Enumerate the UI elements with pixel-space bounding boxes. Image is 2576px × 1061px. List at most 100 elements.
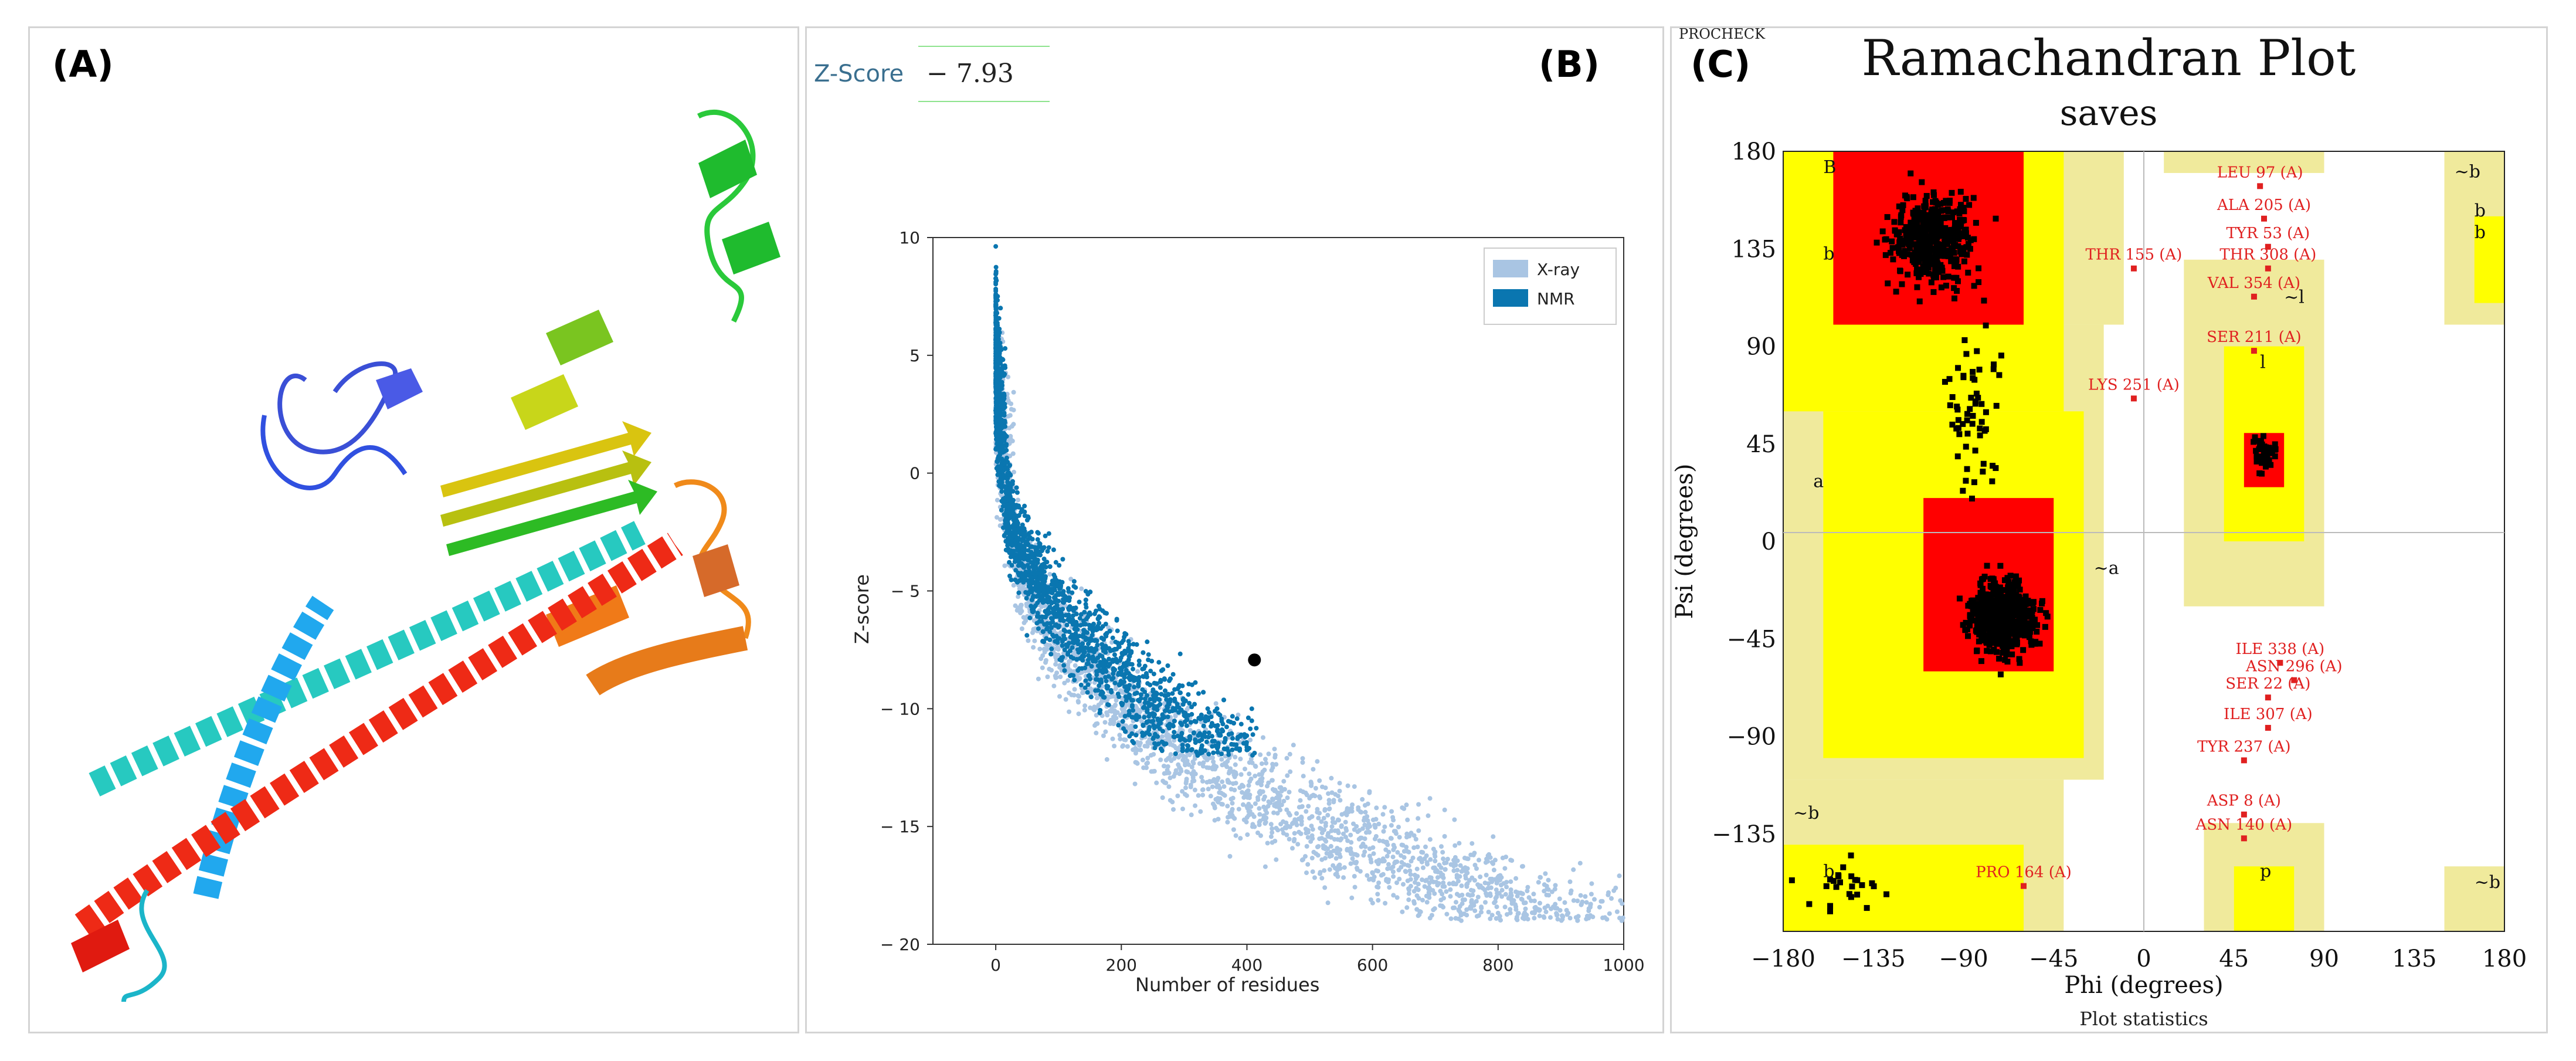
xray-point	[1006, 374, 1011, 379]
xray-point	[1319, 876, 1325, 881]
nmr-point	[1149, 719, 1154, 724]
xray-point	[1335, 850, 1340, 856]
xray-point	[1076, 711, 1081, 717]
nmr-point	[1115, 691, 1121, 697]
nmr-point	[1032, 556, 1037, 561]
xray-point	[1391, 847, 1396, 852]
nmr-point	[1072, 640, 1077, 645]
nmr-point	[1184, 723, 1189, 728]
xray-point	[1262, 864, 1268, 869]
nmr-point	[1022, 571, 1027, 576]
xray-point	[1555, 912, 1560, 917]
nmr-point	[1133, 724, 1138, 729]
residue-point	[1927, 220, 1933, 226]
residue-point	[1943, 283, 1949, 289]
nmr-point	[1129, 704, 1135, 709]
nmr-point	[1155, 734, 1160, 739]
xray-point	[1548, 915, 1553, 920]
xray-point	[1567, 879, 1573, 884]
xray-point	[1232, 774, 1237, 779]
xray-point	[1494, 904, 1499, 910]
xray-point	[1307, 795, 1312, 801]
legend-xray-swatch	[1493, 260, 1528, 277]
residue-point	[1953, 256, 1960, 263]
xray-point	[1300, 760, 1305, 765]
nmr-point	[1138, 692, 1143, 697]
nmr-point	[1151, 723, 1156, 728]
xray-point	[1183, 792, 1187, 797]
nmr-point	[1078, 682, 1084, 687]
xray-point	[1416, 896, 1421, 901]
nmr-point	[998, 483, 1003, 488]
xray-point	[1266, 799, 1271, 804]
xray-point	[1145, 744, 1150, 749]
xray-point	[1606, 892, 1611, 897]
xray-point	[1075, 699, 1081, 704]
nmr-point	[1082, 645, 1088, 650]
nmr-point	[1149, 659, 1155, 664]
residue-point	[1952, 242, 1959, 249]
xray-point	[1504, 884, 1509, 890]
nmr-point	[1099, 635, 1104, 640]
nmr-point	[993, 306, 999, 311]
nmr-point	[1078, 645, 1084, 650]
nmr-point	[1091, 621, 1096, 626]
xray-point	[1452, 855, 1458, 860]
xray-point	[1426, 884, 1431, 890]
nmr-point	[1151, 672, 1156, 677]
xray-point	[1405, 817, 1410, 822]
xray-point	[1229, 809, 1234, 814]
xray-point	[1227, 769, 1232, 774]
x-tick-label: 200	[1106, 955, 1137, 975]
residue-point	[1963, 196, 1969, 202]
xray-point	[1383, 847, 1389, 852]
nmr-point	[1077, 633, 1082, 639]
nmr-point	[1126, 646, 1131, 651]
nmr-point	[1002, 396, 1007, 401]
nmr-point	[1165, 705, 1170, 710]
residue-point	[1963, 244, 1970, 250]
nmr-point	[1172, 730, 1177, 735]
xray-point	[1390, 864, 1396, 869]
xray-point	[1395, 850, 1400, 855]
residue-point	[1885, 280, 1891, 287]
xray-point	[1577, 860, 1583, 866]
xray-point	[1274, 762, 1279, 767]
xray-point	[1184, 779, 1189, 784]
xray-point	[1560, 914, 1566, 919]
xray-point	[1416, 913, 1421, 918]
nmr-point	[1044, 636, 1049, 641]
residue-point	[1933, 274, 1939, 280]
xray-point	[1414, 866, 1420, 872]
xray-point	[1270, 778, 1275, 783]
nmr-point	[1013, 577, 1018, 582]
xray-point	[1348, 849, 1353, 854]
xray-point	[1247, 779, 1253, 784]
nmr-point	[1016, 513, 1021, 518]
nmr-point	[1128, 650, 1133, 656]
nmr-point	[1097, 710, 1102, 716]
xray-point	[1173, 745, 1179, 751]
xray-point	[1323, 823, 1328, 828]
xray-point	[1232, 816, 1237, 821]
nmr-point	[1036, 614, 1041, 619]
xray-point	[1026, 638, 1031, 643]
c-terminus	[71, 920, 130, 972]
xray-point	[1246, 809, 1251, 814]
nmr-point	[1091, 650, 1097, 655]
xray-point	[1062, 680, 1067, 686]
xray-point	[1475, 882, 1481, 887]
nmr-point	[1150, 687, 1156, 692]
nmr-point	[1040, 565, 1045, 570]
nmr-point	[1082, 609, 1087, 615]
nmr-point	[1087, 639, 1092, 643]
nmr-point	[1172, 718, 1177, 724]
xray-point	[1304, 809, 1309, 814]
xray-point	[1176, 762, 1181, 767]
residue-point	[1896, 203, 1902, 209]
xray-point	[1313, 786, 1318, 791]
nmr-point	[1091, 656, 1096, 661]
residue-point	[1908, 219, 1914, 226]
xray-point	[1440, 891, 1445, 897]
xray-point	[1018, 604, 1023, 609]
